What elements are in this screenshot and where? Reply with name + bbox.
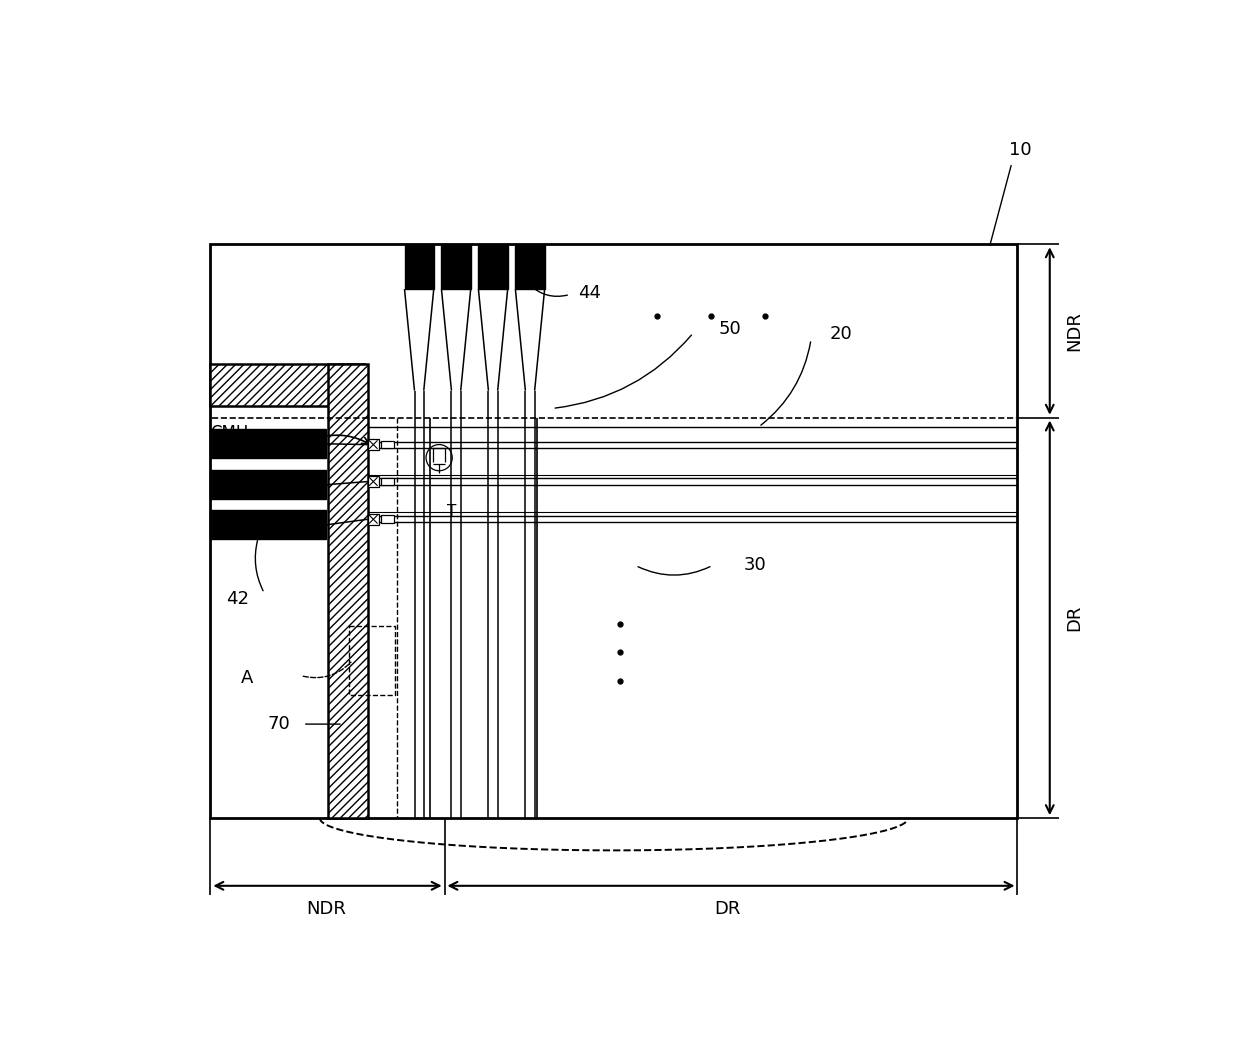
Text: 44: 44 [578,283,600,302]
Bar [211,245,1017,818]
Bar [211,510,326,540]
Bar [479,245,507,289]
Bar [516,245,544,289]
Text: DR: DR [714,900,742,918]
Bar [381,477,394,486]
Text: NDR: NDR [306,900,346,918]
Text: 20: 20 [830,325,852,344]
Text: 50: 50 [719,320,742,338]
Text: 10: 10 [1009,141,1032,158]
Bar [327,364,367,818]
Bar [211,429,326,458]
Text: 70: 70 [268,715,290,734]
Bar [367,439,379,450]
Text: A: A [242,669,254,687]
Bar [211,364,365,406]
Text: 30: 30 [743,556,766,574]
Bar [367,476,379,488]
Bar [367,514,379,525]
Bar [211,470,326,499]
Bar [381,516,394,523]
Text: CMH: CMH [211,424,249,442]
Bar [441,245,471,289]
Text: NDR: NDR [1065,312,1084,351]
Bar [404,245,434,289]
Text: T: T [446,504,456,519]
Text: 42: 42 [226,590,249,607]
Bar [381,441,394,448]
Bar [350,625,396,695]
Text: DR: DR [1065,604,1084,631]
